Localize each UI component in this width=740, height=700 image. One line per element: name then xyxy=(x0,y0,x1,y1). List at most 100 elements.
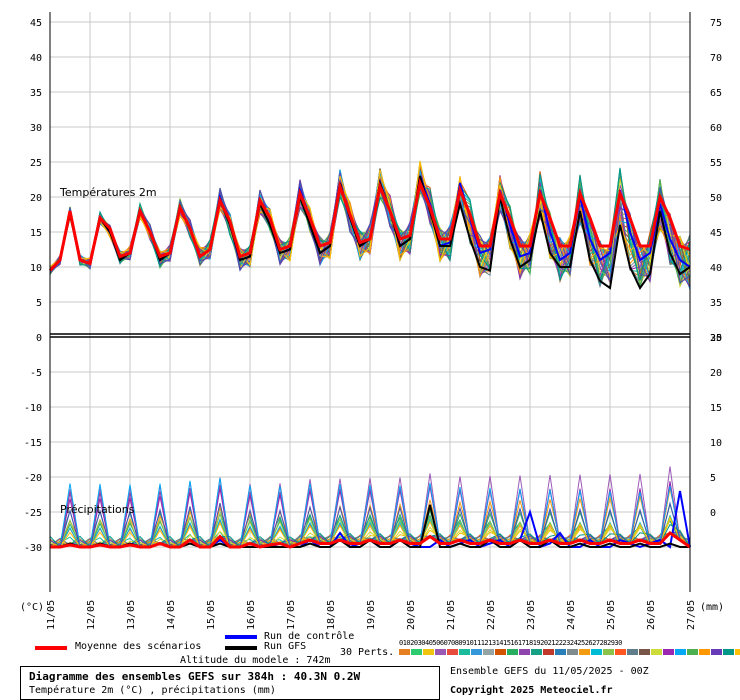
temp-right-tick: 50 xyxy=(710,193,722,204)
precip-perturbation-line xyxy=(50,501,691,548)
temp-left-tick: 20 xyxy=(30,193,42,204)
altitude-label: Altitude du modele : 742m xyxy=(180,655,331,666)
x-tick-label: 26/05 xyxy=(646,600,657,630)
perturbation-swatch xyxy=(663,649,674,655)
control-legend-swatch xyxy=(225,635,257,639)
perturbation-swatch xyxy=(651,649,662,655)
temp-mean-line xyxy=(48,177,691,272)
perturbation-swatch xyxy=(639,649,650,655)
perturbation-swatch xyxy=(411,649,422,655)
chart-title: Diagramme des ensembles GEFS sur 384h : … xyxy=(29,670,361,683)
perturbation-swatch xyxy=(423,649,434,655)
perturbation-swatch xyxy=(555,649,566,655)
temperature-panel-label: Températures 2m xyxy=(59,186,157,199)
temp-left-tick: 30 xyxy=(30,123,42,134)
perturbation-swatch xyxy=(459,649,470,655)
chart-subtitle: Température 2m (°C) , précipitations (mm… xyxy=(29,685,276,696)
precip-right-tick: 15 xyxy=(710,403,722,414)
x-tick-label: 21/05 xyxy=(446,600,457,630)
perturbation-swatch xyxy=(495,649,506,655)
left-unit-label: (°C) xyxy=(20,602,44,613)
temp-right-tick: 30 xyxy=(710,333,722,344)
perturbation-swatch xyxy=(735,649,740,655)
temp-right-tick: 70 xyxy=(710,53,722,64)
temp-right-tick: 45 xyxy=(710,228,722,239)
perturbation-swatch xyxy=(603,649,614,655)
precip-mean-line xyxy=(50,531,691,549)
x-tick-label: 18/05 xyxy=(326,600,337,630)
precip-right-tick: 0 xyxy=(710,508,716,519)
precip-perturbation-line xyxy=(50,477,691,548)
x-tick-label: 24/05 xyxy=(566,600,577,630)
gfs-legend-label: Run GFS xyxy=(264,641,307,652)
perturbation-swatch xyxy=(711,649,722,655)
precip-left-tick: -30 xyxy=(24,543,42,554)
main-series xyxy=(48,175,691,549)
precip-right-tick: 10 xyxy=(710,438,722,449)
temp-left-tick: 0 xyxy=(36,333,42,344)
temp-left-tick: 25 xyxy=(30,158,42,169)
copyright: Copyright 2025 Meteociel.fr xyxy=(450,685,613,696)
x-tick-label: 15/05 xyxy=(206,600,217,630)
perturbation-swatch xyxy=(627,649,638,655)
x-tick-label: 25/05 xyxy=(606,600,617,630)
perturbation-swatches xyxy=(399,649,740,655)
temp-left-tick: 10 xyxy=(30,263,42,274)
x-tick-label: 16/05 xyxy=(246,600,257,630)
precipitation-panel-label: Précipitations xyxy=(60,503,135,516)
temp-right-tick: 65 xyxy=(710,88,722,99)
ensemble-info: Ensemble GEFS du 11/05/2025 - 00Z xyxy=(450,666,649,677)
temp-left-tick: 45 xyxy=(30,18,42,29)
perturbation-swatch xyxy=(471,649,482,655)
footer: Moyenne des scénarios Run de contrôle Ru… xyxy=(0,630,740,700)
perturbation-swatch xyxy=(723,649,734,655)
x-tick-label: 22/05 xyxy=(486,600,497,630)
temp-right-tick: 35 xyxy=(710,298,722,309)
perturbation-swatch xyxy=(579,649,590,655)
perturbation-swatch xyxy=(567,649,578,655)
perturbation-swatch xyxy=(507,649,518,655)
x-tick-label: 20/05 xyxy=(406,600,417,630)
right-unit-label: (mm) xyxy=(700,602,724,613)
x-tick-label: 14/05 xyxy=(166,600,177,630)
temp-perturbation-line xyxy=(49,167,691,284)
mean-legend-swatch xyxy=(35,646,67,650)
perturbation-swatch xyxy=(447,649,458,655)
temp-right-tick: 60 xyxy=(710,123,722,134)
precip-right-tick: 5 xyxy=(710,473,716,484)
x-tick-label: 27/05 xyxy=(686,600,697,630)
perturbation-swatch xyxy=(687,649,698,655)
precip-left-tick: -5 xyxy=(30,368,42,379)
perturbation-swatch xyxy=(675,649,686,655)
perturbations-label: 30 Perts. xyxy=(340,647,395,658)
perturbation-swatch xyxy=(399,649,410,655)
x-tick-label: 23/05 xyxy=(526,600,537,630)
x-tick-label: 13/05 xyxy=(126,600,137,630)
perturbation-swatch xyxy=(435,649,446,655)
temp-right-tick: 40 xyxy=(710,263,722,274)
precip-left-tick: -15 xyxy=(24,438,42,449)
perturbation-numbers: 0102030405060708091011121314151617181920… xyxy=(399,639,622,647)
x-tick-label: 19/05 xyxy=(366,600,377,630)
title-box: Diagramme des ensembles GEFS sur 384h : … xyxy=(20,666,440,700)
precip-right-tick: 25 xyxy=(710,333,722,344)
gfs-legend-swatch xyxy=(225,646,257,650)
axes: 45403530252015105075706560555045403530-5… xyxy=(24,12,722,630)
temp-right-tick: 75 xyxy=(710,18,722,29)
perturbation-swatch xyxy=(591,649,602,655)
precip-left-tick: -20 xyxy=(24,473,42,484)
gefs-ensemble-chart: 45403530252015105075706560555045403530-5… xyxy=(20,12,724,630)
temp-left-tick: 40 xyxy=(30,53,42,64)
perturbation-swatch xyxy=(615,649,626,655)
temp-left-tick: 5 xyxy=(36,298,42,309)
perturbation-swatch xyxy=(483,649,494,655)
perturbation-swatch xyxy=(519,649,530,655)
x-tick-label: 12/05 xyxy=(86,600,97,630)
perturbation-swatch xyxy=(531,649,542,655)
precip-perturbation-line xyxy=(49,488,691,548)
temp-left-tick: 15 xyxy=(30,228,42,239)
precip-left-tick: -25 xyxy=(24,508,42,519)
temp-right-tick: 55 xyxy=(710,158,722,169)
x-tick-label: 11/05 xyxy=(46,600,57,630)
perturbation-swatch xyxy=(699,649,710,655)
